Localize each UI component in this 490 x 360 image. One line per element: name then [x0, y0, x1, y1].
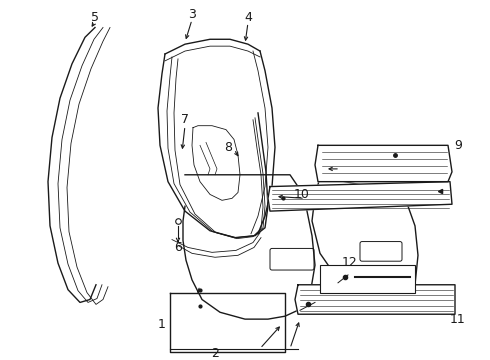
Text: 2: 2: [211, 347, 219, 360]
Text: 9: 9: [454, 139, 462, 152]
Text: 10: 10: [294, 188, 310, 201]
Polygon shape: [295, 285, 455, 314]
Polygon shape: [268, 182, 452, 211]
Text: 1: 1: [158, 318, 166, 330]
Text: 4: 4: [244, 11, 252, 24]
Text: 11: 11: [450, 312, 466, 326]
Text: 6: 6: [174, 241, 182, 254]
Text: 3: 3: [188, 8, 196, 21]
Text: 8: 8: [224, 141, 232, 154]
Text: 7: 7: [181, 113, 189, 126]
Bar: [320, 265, 415, 293]
Text: 12: 12: [342, 256, 358, 269]
Polygon shape: [315, 145, 452, 182]
Text: 5: 5: [91, 11, 99, 24]
